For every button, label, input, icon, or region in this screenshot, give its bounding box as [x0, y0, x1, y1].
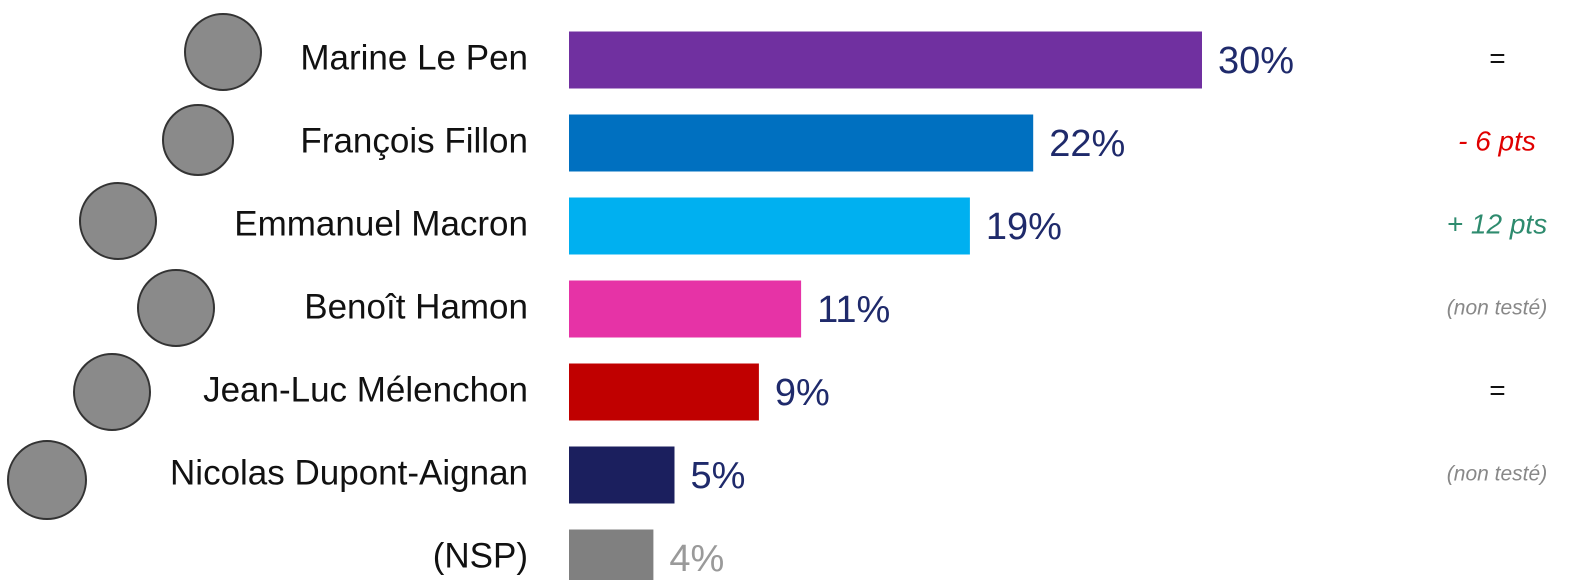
value-label: 5% — [691, 455, 746, 497]
category-label: François Fillon — [300, 121, 528, 160]
change-annotation: = — [1489, 42, 1505, 73]
bar — [569, 529, 654, 580]
photo — [73, 353, 151, 431]
photo — [79, 182, 157, 260]
photo — [162, 104, 234, 176]
photo — [184, 13, 262, 91]
category-label: Benoît Hamon — [304, 287, 528, 326]
change-annotation: = — [1489, 374, 1505, 405]
bar — [569, 31, 1202, 89]
value-label: 4% — [669, 538, 724, 580]
bar — [569, 114, 1034, 172]
category-label: Jean-Luc Mélenchon — [203, 370, 528, 409]
photos — [7, 13, 262, 520]
photo — [137, 269, 215, 347]
bar — [569, 363, 759, 421]
change-annotation: + 12 pts — [1447, 208, 1547, 239]
bar — [569, 446, 675, 504]
value-label: 9% — [775, 372, 830, 414]
value-label: 19% — [986, 206, 1062, 248]
photo — [7, 440, 87, 520]
change-annotation: (non testé) — [1447, 297, 1547, 320]
category-label: Marine Le Pen — [300, 38, 528, 77]
change-annotation: (non testé) — [1447, 463, 1547, 486]
bar — [569, 197, 970, 255]
category-label: Nicolas Dupont-Aignan — [170, 453, 528, 492]
change-annotation: - 6 pts — [1458, 125, 1536, 156]
category-label: (NSP) — [433, 536, 528, 575]
value-label: 11% — [817, 289, 890, 331]
bar — [569, 280, 802, 338]
category-label: Emmanuel Macron — [234, 204, 528, 243]
value-label: 22% — [1049, 123, 1125, 165]
value-label: 30% — [1218, 40, 1294, 82]
